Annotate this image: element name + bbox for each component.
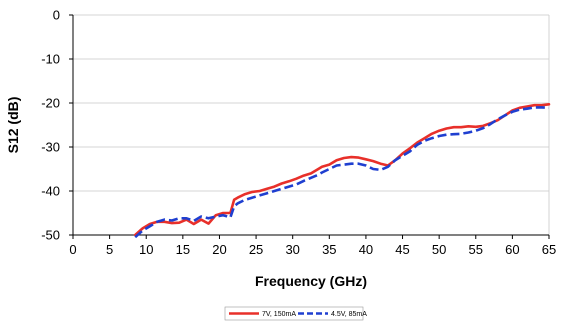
x-tick-label: 55 bbox=[469, 242, 483, 257]
gridlines bbox=[73, 14, 550, 235]
x-tick-label: 5 bbox=[106, 242, 113, 257]
x-tick-label: 15 bbox=[176, 242, 190, 257]
x-tick-label: 30 bbox=[285, 242, 299, 257]
legend-label-7v-150ma: 7V, 150mA bbox=[262, 311, 296, 318]
x-tick-label: 65 bbox=[542, 242, 556, 257]
x-tick-label: 60 bbox=[505, 242, 519, 257]
series-line-7v-150ma bbox=[133, 103, 551, 237]
legend-box bbox=[224, 306, 364, 321]
x-axis-title: Frequency (GHz) bbox=[255, 273, 367, 289]
x-tick-label: 45 bbox=[395, 242, 409, 257]
y-tick-label: -40 bbox=[41, 184, 60, 199]
y-tick-label: -50 bbox=[41, 228, 60, 243]
legend: 7V, 150mA 4.5V, 85mA bbox=[224, 306, 367, 321]
x-tick-label: 0 bbox=[69, 242, 76, 257]
y-tick-label: 0 bbox=[53, 8, 60, 23]
legend-label-4-5v-85ma: 4.5V, 85mA bbox=[331, 311, 367, 318]
x-tick-label: 10 bbox=[139, 242, 153, 257]
y-tick-label: -20 bbox=[41, 96, 60, 111]
x-tick-label: 50 bbox=[432, 242, 446, 257]
tick-labels: 0 -10 -20 -30 -40 -50 0 5 10 15 20 25 30 35 40 45 50 55 60… bbox=[41, 8, 556, 258]
y-tick-label: -30 bbox=[41, 140, 60, 155]
x-tick-label: 25 bbox=[249, 242, 263, 257]
y-axis-title: S12 (dB) bbox=[5, 97, 21, 154]
x-tick-label: 20 bbox=[212, 242, 226, 257]
series-line-4-5v-85ma bbox=[134, 106, 550, 239]
x-tick-label: 40 bbox=[359, 242, 373, 257]
x-tick-label: 35 bbox=[322, 242, 336, 257]
data-series bbox=[133, 103, 551, 239]
axes bbox=[69, 14, 550, 239]
y-tick-label: -10 bbox=[41, 52, 60, 67]
